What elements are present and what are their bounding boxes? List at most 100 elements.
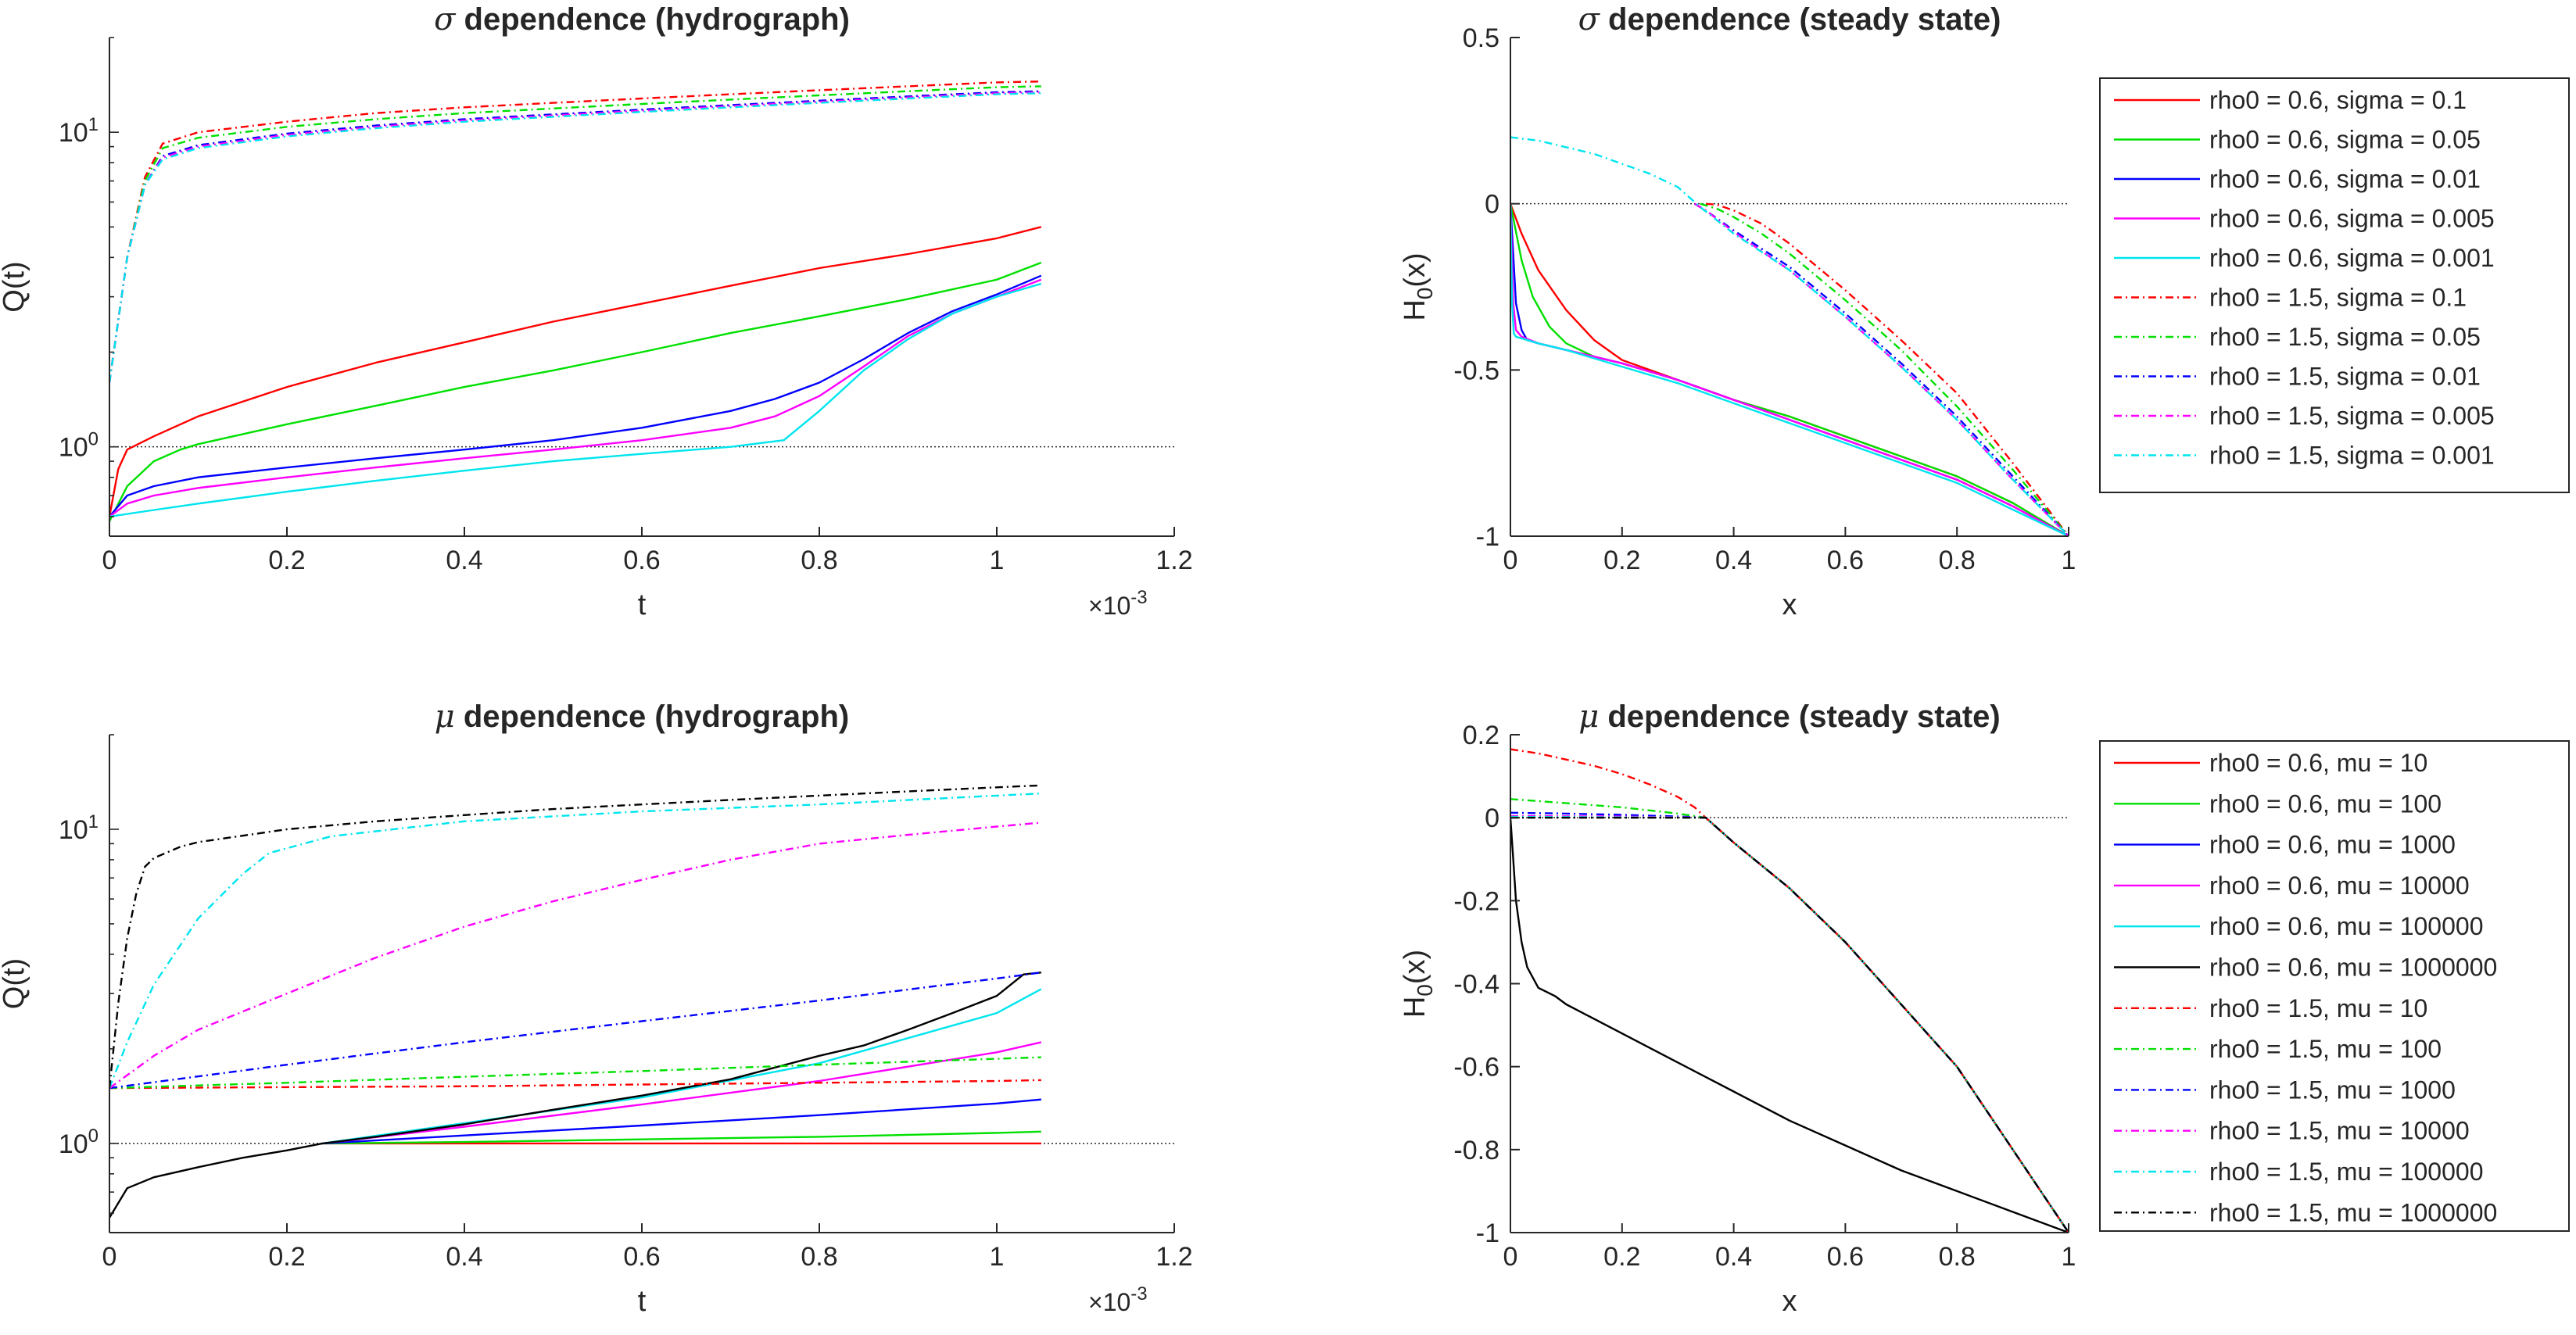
legend-entry-5: rho0 = 0.6, sigma = 0.001 (2209, 244, 2495, 272)
legend-entry-11: rho0 = 1.5, mu = 100000 (2209, 1158, 2483, 1186)
chart-panel-2: 0 0.2 0.4 0.6 0.8 1 -1 -0.5 0 0.5 σ dependence (st… (1399, 2, 2570, 621)
x-axis-label: x (1782, 1285, 1797, 1318)
series-line-6 (109, 81, 1041, 383)
series-line-2 (1510, 203, 2069, 536)
series-line-4 (1510, 203, 2069, 536)
series-line-5 (1705, 817, 2069, 1233)
x-tick-label: 0.6 (623, 546, 660, 575)
series-line-1 (1705, 817, 2069, 1233)
x-tick-label: 0.8 (801, 1242, 837, 1272)
series-line-6 (109, 972, 1041, 1219)
legend-entry-10: rho0 = 1.5, sigma = 0.001 (2209, 442, 2495, 470)
series-line-6 (1510, 818, 2069, 1233)
series-line-10 (1510, 814, 2069, 1233)
y-tick-label: 101 (59, 811, 99, 845)
series-line-7 (109, 1079, 1041, 1090)
chart-panel-3: 0 0.2 0.4 0.6 0.8 1 1.2 100 101 μ dependence (hyd… (0, 699, 1193, 1318)
legend-entry-8: rho0 = 1.5, sigma = 0.01 (2209, 363, 2481, 391)
chart-title: μ dependence (steady state) (1578, 699, 2001, 735)
series-line-5 (1510, 203, 2069, 536)
y-tick-label: -0.2 (1453, 886, 1499, 916)
series-line-1 (1510, 203, 2069, 536)
legend: rho0 = 0.6, sigma = 0.1 rho0 = 0.6, sigma… (2099, 77, 2570, 493)
title-symbol: μ (435, 699, 455, 735)
legend-box (2099, 740, 2570, 1232)
x-tick-label: 0.4 (446, 546, 482, 575)
legend-entry-2: rho0 = 0.6, mu = 100 (2209, 789, 2442, 818)
series-line-7 (1510, 748, 2069, 1233)
x-axis-label: x (1782, 589, 1797, 621)
chart-panel-4: 0 0.2 0.4 0.6 0.8 1 -1 -0.8 -0.6 -0.4 -0.2 0 0.2 μ de… (1399, 699, 2570, 1318)
y-axis-label: Q(t) (0, 261, 30, 312)
series-line-9 (1693, 202, 2069, 536)
y-axis-label: H0(x) (1399, 252, 1437, 320)
x-tick-label: 0.6 (623, 1242, 660, 1272)
x-tick-label: 1.2 (1155, 1242, 1192, 1272)
legend-entry-1: rho0 = 0.6, mu = 10 (2209, 749, 2427, 777)
y-tick-label: 100 (59, 429, 99, 463)
x-exponent-label: ×10-3 (1088, 587, 1148, 620)
series-line-11 (1510, 815, 2069, 1233)
x-tick-label: 1 (990, 1242, 1005, 1272)
y-tick-label: 0.2 (1463, 721, 1499, 750)
legend-entry-5: rho0 = 0.6, mu = 100000 (2209, 912, 2483, 940)
x-tick-label: 0.4 (1715, 1242, 1752, 1272)
series-line-2 (109, 261, 1042, 522)
legend-entry-4: rho0 = 0.6, sigma = 0.005 (2209, 205, 2495, 233)
series-line-3 (1510, 203, 2069, 536)
y-tick-label: -0.4 (1453, 970, 1499, 1000)
series-line-12 (1510, 816, 2069, 1233)
series-line-5 (322, 988, 1042, 1145)
series-line-3 (1705, 817, 2069, 1233)
series-line-4 (322, 1041, 1042, 1145)
legend: rho0 = 0.6, mu = 10 rho0 = 0.6, mu = 100 r… (2099, 740, 2570, 1232)
series-line-12 (109, 784, 1041, 1089)
series-line-9 (1510, 811, 2069, 1233)
chart-title: μ dependence (hydrograph) (435, 699, 850, 735)
x-axis-label: t (638, 589, 647, 621)
series-line-8 (109, 1056, 1041, 1090)
series-line-7 (1700, 202, 2069, 536)
y-tick-label: 0 (1485, 190, 1499, 220)
x-tick-label: 1 (2062, 1242, 2076, 1272)
title-text: dependence (hydrograph) (455, 2, 850, 37)
series-line-10 (1510, 136, 2069, 536)
y-tick-label: 0 (1485, 804, 1499, 833)
x-tick-label: 0.2 (1603, 546, 1640, 575)
series-line-9 (109, 972, 1041, 1090)
y-axis-label: H0(x) (1399, 950, 1437, 1018)
series-line-8 (1693, 202, 2069, 536)
series-line-1 (109, 226, 1042, 517)
legend-entry-6: rho0 = 0.6, mu = 1000000 (2209, 954, 2497, 982)
series-line-3 (109, 274, 1042, 517)
series-line-10 (109, 821, 1041, 1090)
legend-entry-6: rho0 = 1.5, sigma = 0.1 (2209, 284, 2467, 312)
series-line-7 (109, 85, 1041, 383)
series-line-2 (1705, 817, 2069, 1233)
chart-title: σ dependence (steady state) (1578, 2, 2001, 38)
chart-panel-1: 0 0.2 0.4 0.6 0.8 1 1.2 100 101 σ dependence (hyd… (0, 2, 1193, 621)
legend-entry-7: rho0 = 1.5, mu = 10 (2209, 994, 2427, 1022)
series-line-4 (1705, 817, 2069, 1233)
x-tick-label: 1.2 (1155, 546, 1192, 575)
series-line-8 (109, 90, 1041, 383)
y-tick-label: -0.8 (1453, 1136, 1499, 1165)
y-tick-label: -1 (1476, 522, 1499, 552)
x-tick-label: 0.2 (1603, 1242, 1640, 1272)
legend-entry-4: rho0 = 0.6, mu = 10000 (2209, 872, 2470, 900)
x-tick-label: 1 (990, 546, 1005, 575)
series-line-3 (322, 1098, 1041, 1145)
x-tick-label: 1 (2062, 546, 2076, 575)
x-exponent-label: ×10-3 (1088, 1283, 1148, 1316)
series-line-5 (109, 282, 1042, 518)
title-symbol: σ (1578, 2, 1601, 38)
title-text: dependence (steady state) (1599, 700, 2001, 734)
legend-entry-3: rho0 = 0.6, mu = 1000 (2209, 831, 2456, 859)
series-line-4 (109, 278, 1042, 517)
title-symbol: σ (434, 2, 457, 38)
series-line-6 (1705, 202, 2069, 536)
title-text: dependence (hydrograph) (455, 700, 850, 734)
title-symbol: μ (1578, 699, 1599, 735)
x-tick-label: 0.4 (446, 1242, 482, 1272)
